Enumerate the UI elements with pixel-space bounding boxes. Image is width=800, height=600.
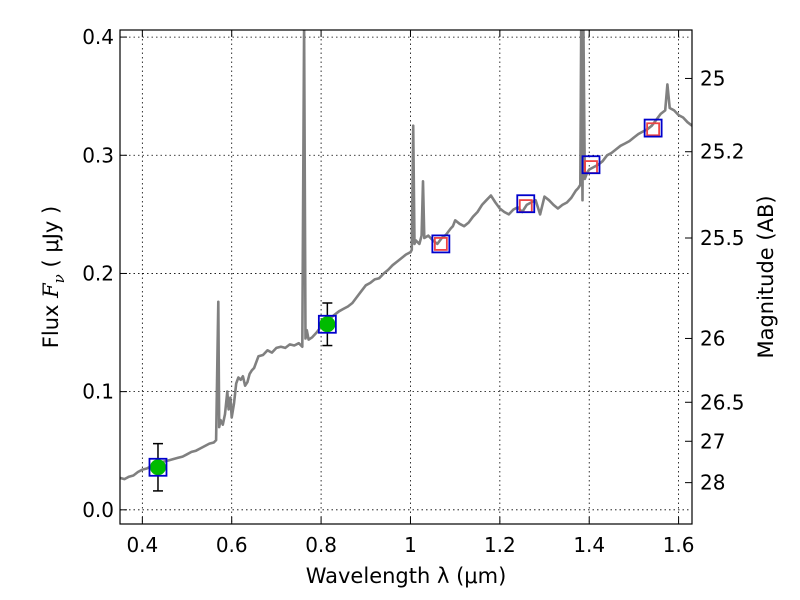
x-tick-label: 0.6	[216, 533, 248, 557]
x-axis-title: Wavelength λ (μm)	[306, 564, 507, 588]
observed-point	[149, 459, 166, 476]
y-axis-title-symbol: F	[39, 282, 63, 299]
y-axis-title-suffix: ( μJy )	[39, 206, 63, 274]
y-tick-label: 0.4	[82, 25, 114, 49]
model-photometry-box	[317, 314, 337, 334]
observed-point	[319, 316, 336, 333]
spectrum-line	[120, 30, 692, 481]
model-photometry-box	[148, 457, 168, 477]
model-photometry-box	[643, 118, 663, 138]
model-photometry-box	[431, 234, 451, 254]
y-tick-label: 0.0	[82, 498, 114, 522]
y-tick-label: 0.2	[82, 261, 114, 285]
x-tick-label: 1.4	[573, 533, 605, 557]
y2-axis-title: Magnitude (AB)	[754, 195, 778, 358]
y2-tick-label: 25	[700, 66, 725, 90]
x-tick-label: 1.6	[663, 533, 695, 557]
y-tick-label: 0.1	[82, 380, 114, 404]
y2-tick-label: 25.2	[700, 140, 745, 164]
x-tick-label: 1	[404, 533, 417, 557]
y-axis-title-prefix: Flux	[39, 298, 63, 348]
axis-ticks: 0.4 0.6 0.8 1 1.2 1.4 1.6 0.0 0.1 0.2 0.3 0.4 25 25.2…	[82, 25, 744, 557]
x-tick-label: 1.2	[484, 533, 516, 557]
y2-tick-label: 26	[700, 326, 725, 350]
grid	[120, 30, 692, 524]
y-axis-title-subscript: ν	[50, 274, 68, 283]
model-photometry-box	[516, 194, 536, 214]
x-tick-label: 0.8	[305, 533, 337, 557]
y-axis-title: Flux Fν ( μJy )	[39, 206, 68, 348]
y-tick-label: 0.3	[82, 143, 114, 167]
y2-tick-label: 28	[700, 471, 725, 495]
plot-frame	[119, 29, 693, 525]
y2-tick-label: 25.5	[700, 226, 745, 250]
y2-tick-label: 26.5	[700, 390, 745, 414]
predicted-point	[433, 237, 448, 251]
x-tick-label: 0.4	[126, 533, 158, 557]
y2-tick-label: 27	[700, 429, 725, 453]
model-photometry-box	[581, 155, 601, 175]
predicted-point	[646, 122, 661, 137]
